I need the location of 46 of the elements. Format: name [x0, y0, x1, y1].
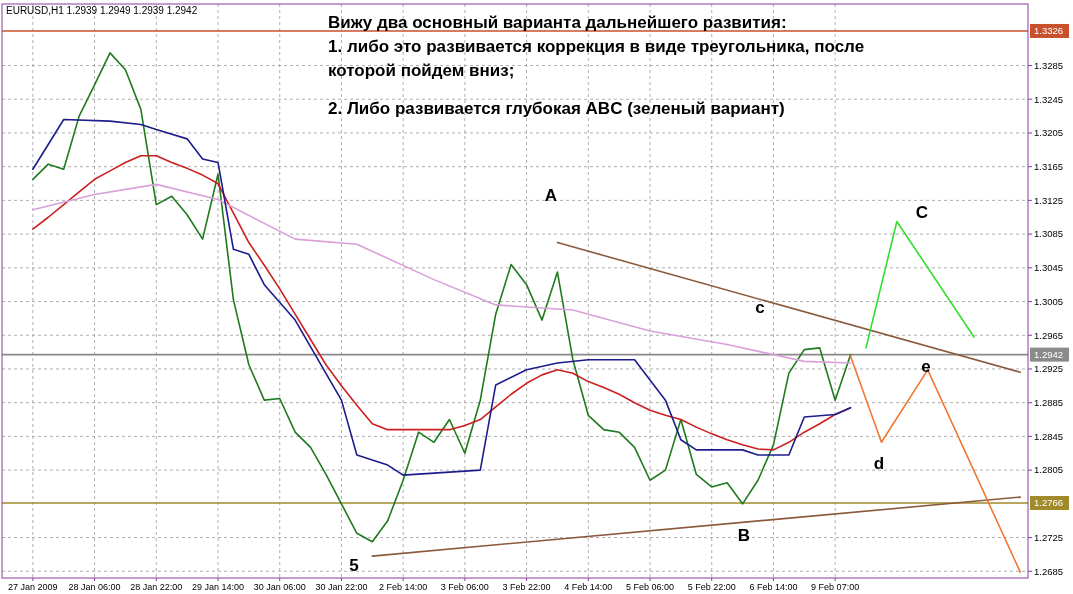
y-tick-label: 1.3245: [1034, 93, 1064, 105]
annotation: d: [873, 453, 885, 473]
x-tick-label: 9 Feb 07:00: [811, 582, 860, 592]
text: Вижу два основный варианта дальнейшего развития:: [328, 13, 787, 32]
annotation: 5: [349, 555, 359, 575]
x-tick-label: 5 Feb 22:00: [687, 582, 736, 592]
x-tick-label: 6 Feb 14:00: [749, 582, 798, 592]
y-tick-label: 1.3045: [1034, 262, 1064, 274]
y-tick-label: 1.3085: [1034, 228, 1064, 240]
ref-line-label: 1.2766: [1034, 497, 1064, 509]
x-tick-label: 5 Feb 06:00: [625, 582, 675, 592]
y-tick-label: 1.3005: [1034, 295, 1064, 307]
y-tick-label: 1.2685: [1034, 565, 1064, 577]
annotation: 2. Либо развивается глубокая ABC (зеленый вариант): [328, 99, 785, 118]
y-tick-label: 1.2805: [1034, 464, 1064, 476]
x-tick-label: 4 Feb 14:00: [564, 582, 613, 592]
x-tick-label: 2 Feb 14:00: [379, 582, 428, 592]
x-tick-label: 28 Jan 06:00: [68, 582, 121, 592]
annotation: C: [915, 202, 929, 222]
x-tick-label: 28 Jan 22:00: [130, 582, 183, 592]
line-series: [32, 183, 852, 364]
line-series: [849, 355, 1022, 573]
ref-line-label: 1.2942: [1034, 348, 1064, 360]
x-tick-label: 30 Jan 22:00: [315, 582, 368, 592]
x-tick-label: 29 Jan 14:00: [191, 582, 245, 592]
y-tick-label: 1.2925: [1034, 363, 1064, 375]
x-tick-label: 3 Feb 22:00: [502, 582, 551, 592]
y-tick-label: 1.2845: [1034, 430, 1064, 442]
annotation: A: [544, 185, 558, 205]
annotation: c: [755, 297, 765, 317]
y-tick-label: 1.2965: [1034, 329, 1064, 341]
y-tick-label: 1.3125: [1034, 194, 1064, 206]
x-tick-label: 27 Jan 2009: [8, 582, 58, 592]
ref-line-label: 1.3326: [1034, 25, 1064, 37]
chart-subtitle: EURUSD,H1 1.2939 1.2949 1.2939 1.2942: [6, 5, 198, 16]
x-tick-label: 3 Feb 06:00: [440, 582, 489, 592]
y-tick-label: 1.2725: [1034, 531, 1064, 543]
y-tick-label: 1.2885: [1034, 397, 1064, 409]
annotation: 1. либо это развивается коррекция в виде треугольника, после которой пойдем вниз;: [328, 37, 865, 80]
line-series: [32, 118, 852, 476]
annotation: B: [737, 525, 751, 545]
y-tick-label: 1.3205: [1034, 127, 1064, 139]
x-tick-label: 30 Jan 06:00: [253, 582, 306, 592]
y-tick-label: 1.3285: [1034, 59, 1064, 71]
y-tick-label: 1.3165: [1034, 161, 1064, 172]
annotation: e: [921, 356, 931, 376]
